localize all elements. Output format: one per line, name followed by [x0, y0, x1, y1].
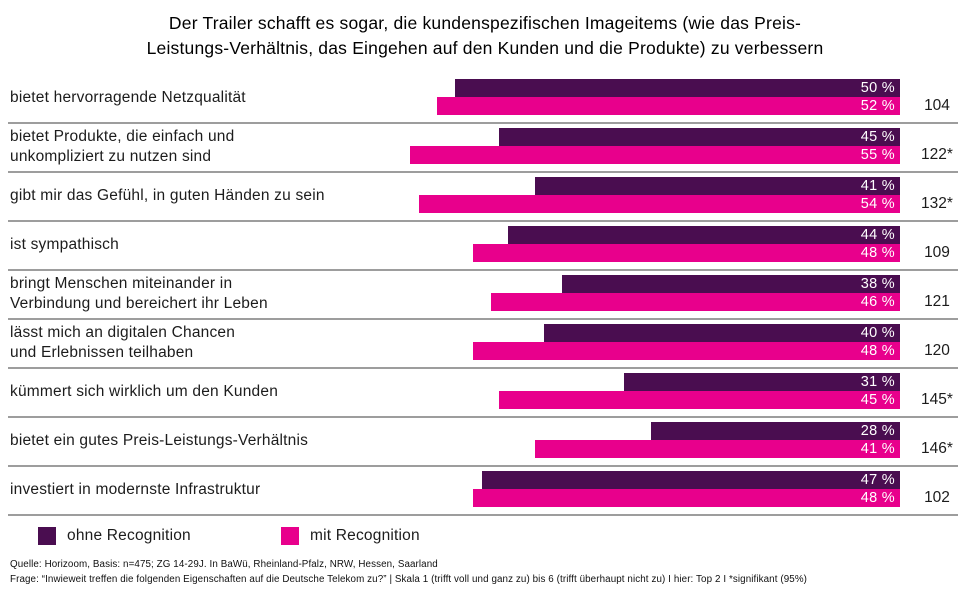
table-row: bietet Produkte, die einfach und unkompli… [8, 124, 958, 173]
bar-mit-value-label: 48 % [860, 343, 895, 359]
category-label: bietet ein gutes Preis-Leistungs-Verhält… [10, 431, 309, 449]
footer: Quelle: Horizoom, Basis: n=475; ZG 14-29… [10, 558, 960, 587]
table-row: bietet ein gutes Preis-Leistungs-Verhält… [8, 418, 958, 467]
bar-ohne-recognition: 31 % [624, 373, 900, 391]
bar-ohne-recognition: 47 % [482, 471, 900, 489]
category-label: kümmert sich wirklich um den Kunden [10, 382, 279, 400]
bar-ohne-value-label: 28 % [860, 423, 895, 439]
legend-swatch-ohne [38, 527, 56, 545]
bar-mit-recognition: 48 % [473, 244, 900, 262]
category-label: gibt mir das Gefühl, in guten Händen zu … [10, 186, 325, 204]
table-row: investiert in modernste Infrastruktur 47… [8, 467, 958, 516]
bar-mit-value-label: 41 % [860, 441, 895, 457]
footer-question-line: Frage: “Inwieweit treffen die folgenden … [10, 573, 807, 585]
legend-swatch-mit [281, 527, 299, 545]
bar-mit-recognition: 54 % [419, 195, 900, 213]
bar-mit-value-label: 48 % [860, 490, 895, 506]
page-title: Der Trailer schafft es sogar, die kunden… [0, 11, 970, 61]
legend: ohne Recognition mit Recognition [0, 527, 970, 547]
bar-ohne-value-label: 50 % [860, 80, 895, 96]
category-label: ist sympathisch [10, 235, 119, 253]
bar-ohne-value-label: 41 % [860, 178, 895, 194]
bar-mit-recognition: 45 % [499, 391, 900, 409]
category-label: bietet Produkte, die einfach und unkompli… [10, 127, 235, 165]
bar-ohne-value-label: 40 % [860, 325, 895, 341]
table-row: bringt Menschen miteinander in Verbindung… [8, 271, 958, 320]
bar-mit-recognition: 55 % [410, 146, 900, 164]
bar-mit-recognition: 52 % [437, 97, 900, 115]
bar-mit-recognition: 48 % [473, 342, 900, 360]
bar-mit-value-label: 46 % [860, 294, 895, 310]
table-row: gibt mir das Gefühl, in guten Händen zu … [8, 173, 958, 222]
category-label: investiert in modernste Infrastruktur [10, 480, 261, 498]
table-row: bietet hervorragende Netzqualität 50 % 5… [8, 75, 958, 124]
table-row: ist sympathisch 44 % 48 % 109 [8, 222, 958, 271]
bar-ohne-value-label: 38 % [860, 276, 895, 292]
index-value: 132* [921, 195, 953, 212]
index-value: 145* [921, 391, 953, 408]
bar-ohne-recognition: 41 % [535, 177, 900, 195]
table-row: kümmert sich wirklich um den Kunden 31 %… [8, 369, 958, 418]
index-value: 102 [924, 489, 950, 506]
category-label: lässt mich an digitalen Chancen und Erleb… [10, 323, 236, 361]
category-label: bringt Menschen miteinander in Verbindung… [10, 274, 268, 312]
table-row: lässt mich an digitalen Chancen und Erleb… [8, 320, 958, 369]
footer-source-line: Quelle: Horizoom, Basis: n=475; ZG 14-29… [10, 559, 438, 570]
index-value: 121 [924, 293, 950, 310]
bar-ohne-recognition: 28 % [651, 422, 900, 440]
bar-mit-value-label: 55 % [860, 147, 895, 163]
bar-ohne-value-label: 31 % [860, 374, 895, 390]
category-label: bietet hervorragende Netzqualität [10, 88, 246, 106]
index-value: 109 [924, 244, 950, 261]
page-title-line2: Leistungs-Verhältnis, das Eingehen auf d… [146, 38, 824, 58]
bar-ohne-recognition: 50 % [455, 79, 900, 97]
bar-ohne-value-label: 47 % [860, 472, 895, 488]
index-value: 120 [924, 342, 950, 359]
bar-ohne-value-label: 44 % [860, 227, 895, 243]
bar-mit-recognition: 48 % [473, 489, 900, 507]
bar-ohne-recognition: 40 % [544, 324, 900, 342]
bar-mit-value-label: 54 % [860, 196, 895, 212]
legend-label-mit: mit Recognition [310, 527, 420, 544]
index-value: 122* [921, 146, 953, 163]
index-value: 146* [921, 440, 953, 457]
legend-item-ohne: ohne Recognition [38, 527, 191, 545]
index-value: 104 [924, 97, 950, 114]
legend-item-mit: mit Recognition [281, 527, 420, 545]
bar-ohne-recognition: 38 % [562, 275, 900, 293]
bar-ohne-value-label: 45 % [860, 129, 895, 145]
page-title-line1: Der Trailer schafft es sogar, die kunden… [168, 13, 802, 33]
bar-mit-value-label: 52 % [860, 98, 895, 114]
bar-mit-recognition: 46 % [491, 293, 900, 311]
bar-mit-value-label: 48 % [860, 245, 895, 261]
bar-ohne-recognition: 45 % [499, 128, 900, 146]
legend-label-ohne: ohne Recognition [67, 527, 191, 544]
bar-ohne-recognition: 44 % [508, 226, 900, 244]
bar-mit-value-label: 45 % [860, 392, 895, 408]
chart-rows: bietet hervorragende Netzqualität 50 % 5… [8, 75, 958, 516]
bar-mit-recognition: 41 % [535, 440, 900, 458]
